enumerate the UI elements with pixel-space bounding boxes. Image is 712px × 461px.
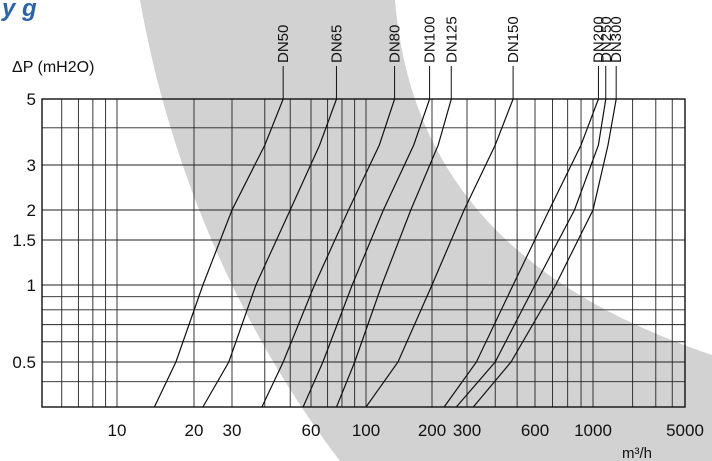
series-label-dn125: DN125 [443, 16, 460, 63]
series-line-dn100 [302, 98, 431, 408]
y-tick-label: 0.5 [12, 353, 36, 372]
x-tick-label: 1000 [574, 421, 612, 440]
background-swoosh [140, 0, 712, 461]
series-lines: DN50 DN65 DN80 DN100 DN125 DN150 DN200DN250DN3… [153, 16, 625, 408]
series-label-dn65: DN65 [329, 25, 346, 63]
plot-frame [41, 98, 686, 408]
x-tick-label: 300 [453, 421, 481, 440]
x-tick-label: 100 [352, 421, 380, 440]
series-line-dn300 [472, 98, 617, 408]
x-tick-label: 200 [418, 421, 446, 440]
x-axis-label: m³/h [622, 445, 652, 461]
series-label-dn150: DN150 [505, 16, 522, 63]
axes: 10 20 30 60 100 200 300 600 1000 5000 5 3 2 1.5 1 0.5 [12, 90, 704, 440]
y-tick-label: 1 [27, 276, 36, 295]
series-line-dn65 [202, 98, 338, 408]
series-label-dn80: DN80 [387, 25, 404, 63]
x-tick-label: 600 [521, 421, 549, 440]
y-tick-label: 2 [27, 201, 36, 220]
series-label-dn100: DN100 [422, 16, 439, 63]
x-tick-label: 30 [223, 421, 242, 440]
series-line-dn150 [365, 98, 514, 408]
series-label-dn300: DN300 [608, 16, 625, 63]
series-label-dn200: DN200 [590, 16, 607, 63]
x-tick-label: 5000 [666, 421, 704, 440]
header-fragment: y g [1, 0, 37, 22]
series-line-dn50 [153, 98, 284, 408]
x-tick-label: 10 [108, 421, 127, 440]
series-line-dn80 [261, 98, 396, 408]
x-tick-label: 60 [302, 421, 321, 440]
series-line-dn200 [443, 98, 599, 408]
y-axis-label: ΔP (mH2O) [12, 59, 94, 76]
series-label-dn250: DN250 [598, 16, 615, 63]
grid [41, 98, 686, 408]
y-tick-label: 1.5 [12, 231, 36, 250]
y-tick-label: 5 [27, 90, 36, 109]
series-label-dn50: DN50 [275, 25, 292, 63]
y-tick-label: 3 [27, 156, 36, 175]
x-tick-label: 20 [185, 421, 204, 440]
series-line-dn250 [455, 98, 607, 408]
series-line-dn125 [335, 98, 452, 408]
